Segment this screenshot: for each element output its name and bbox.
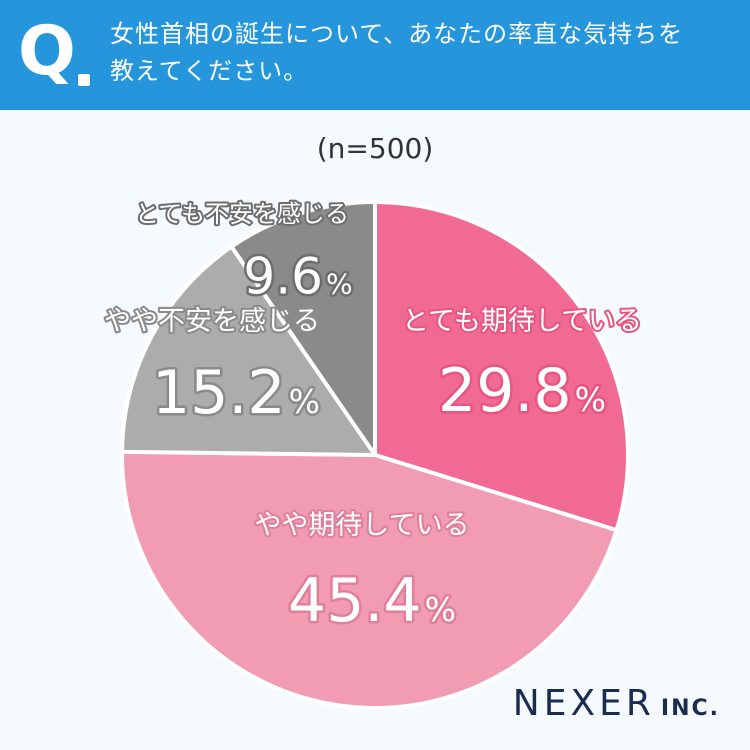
- brand-logo: NEXER INC.: [513, 683, 720, 724]
- slice-value-1: 29.8%: [438, 356, 606, 426]
- pie-slice-4: [229, 200, 377, 457]
- pie-slice-3: [120, 244, 377, 457]
- question-mark: Q: [18, 12, 92, 92]
- question-banner: Q 女性首相の誕生について、あなたの率直な気持ちを 教えてください。: [0, 0, 750, 110]
- q-letter: Q: [18, 12, 76, 91]
- slice-label-4: とても不安を感じる: [135, 200, 349, 228]
- question-line-2: 教えてください。: [110, 57, 309, 85]
- slice-value-4: 9.6%: [243, 248, 352, 306]
- slice-label-1: とても期待している: [402, 306, 642, 337]
- question-text: 女性首相の誕生について、あなたの率直な気持ちを 教えてください。: [110, 16, 740, 90]
- brand-name: NEXER: [512, 683, 655, 724]
- question-line-1: 女性首相の誕生について、あなたの率直な気持ちを: [110, 20, 684, 48]
- sample-size: (n=500): [316, 132, 434, 165]
- brand-suffix: INC.: [660, 696, 720, 721]
- slice-value-3: 15.2%: [152, 358, 320, 428]
- pie-slice-2: [120, 449, 619, 710]
- pie-slice-1: [373, 200, 630, 533]
- q-dot: [78, 74, 90, 86]
- slice-value-2: 45.4%: [288, 566, 456, 636]
- slice-label-3: やや不安を感じる: [104, 306, 320, 337]
- slice-label-2: やや期待している: [254, 510, 469, 541]
